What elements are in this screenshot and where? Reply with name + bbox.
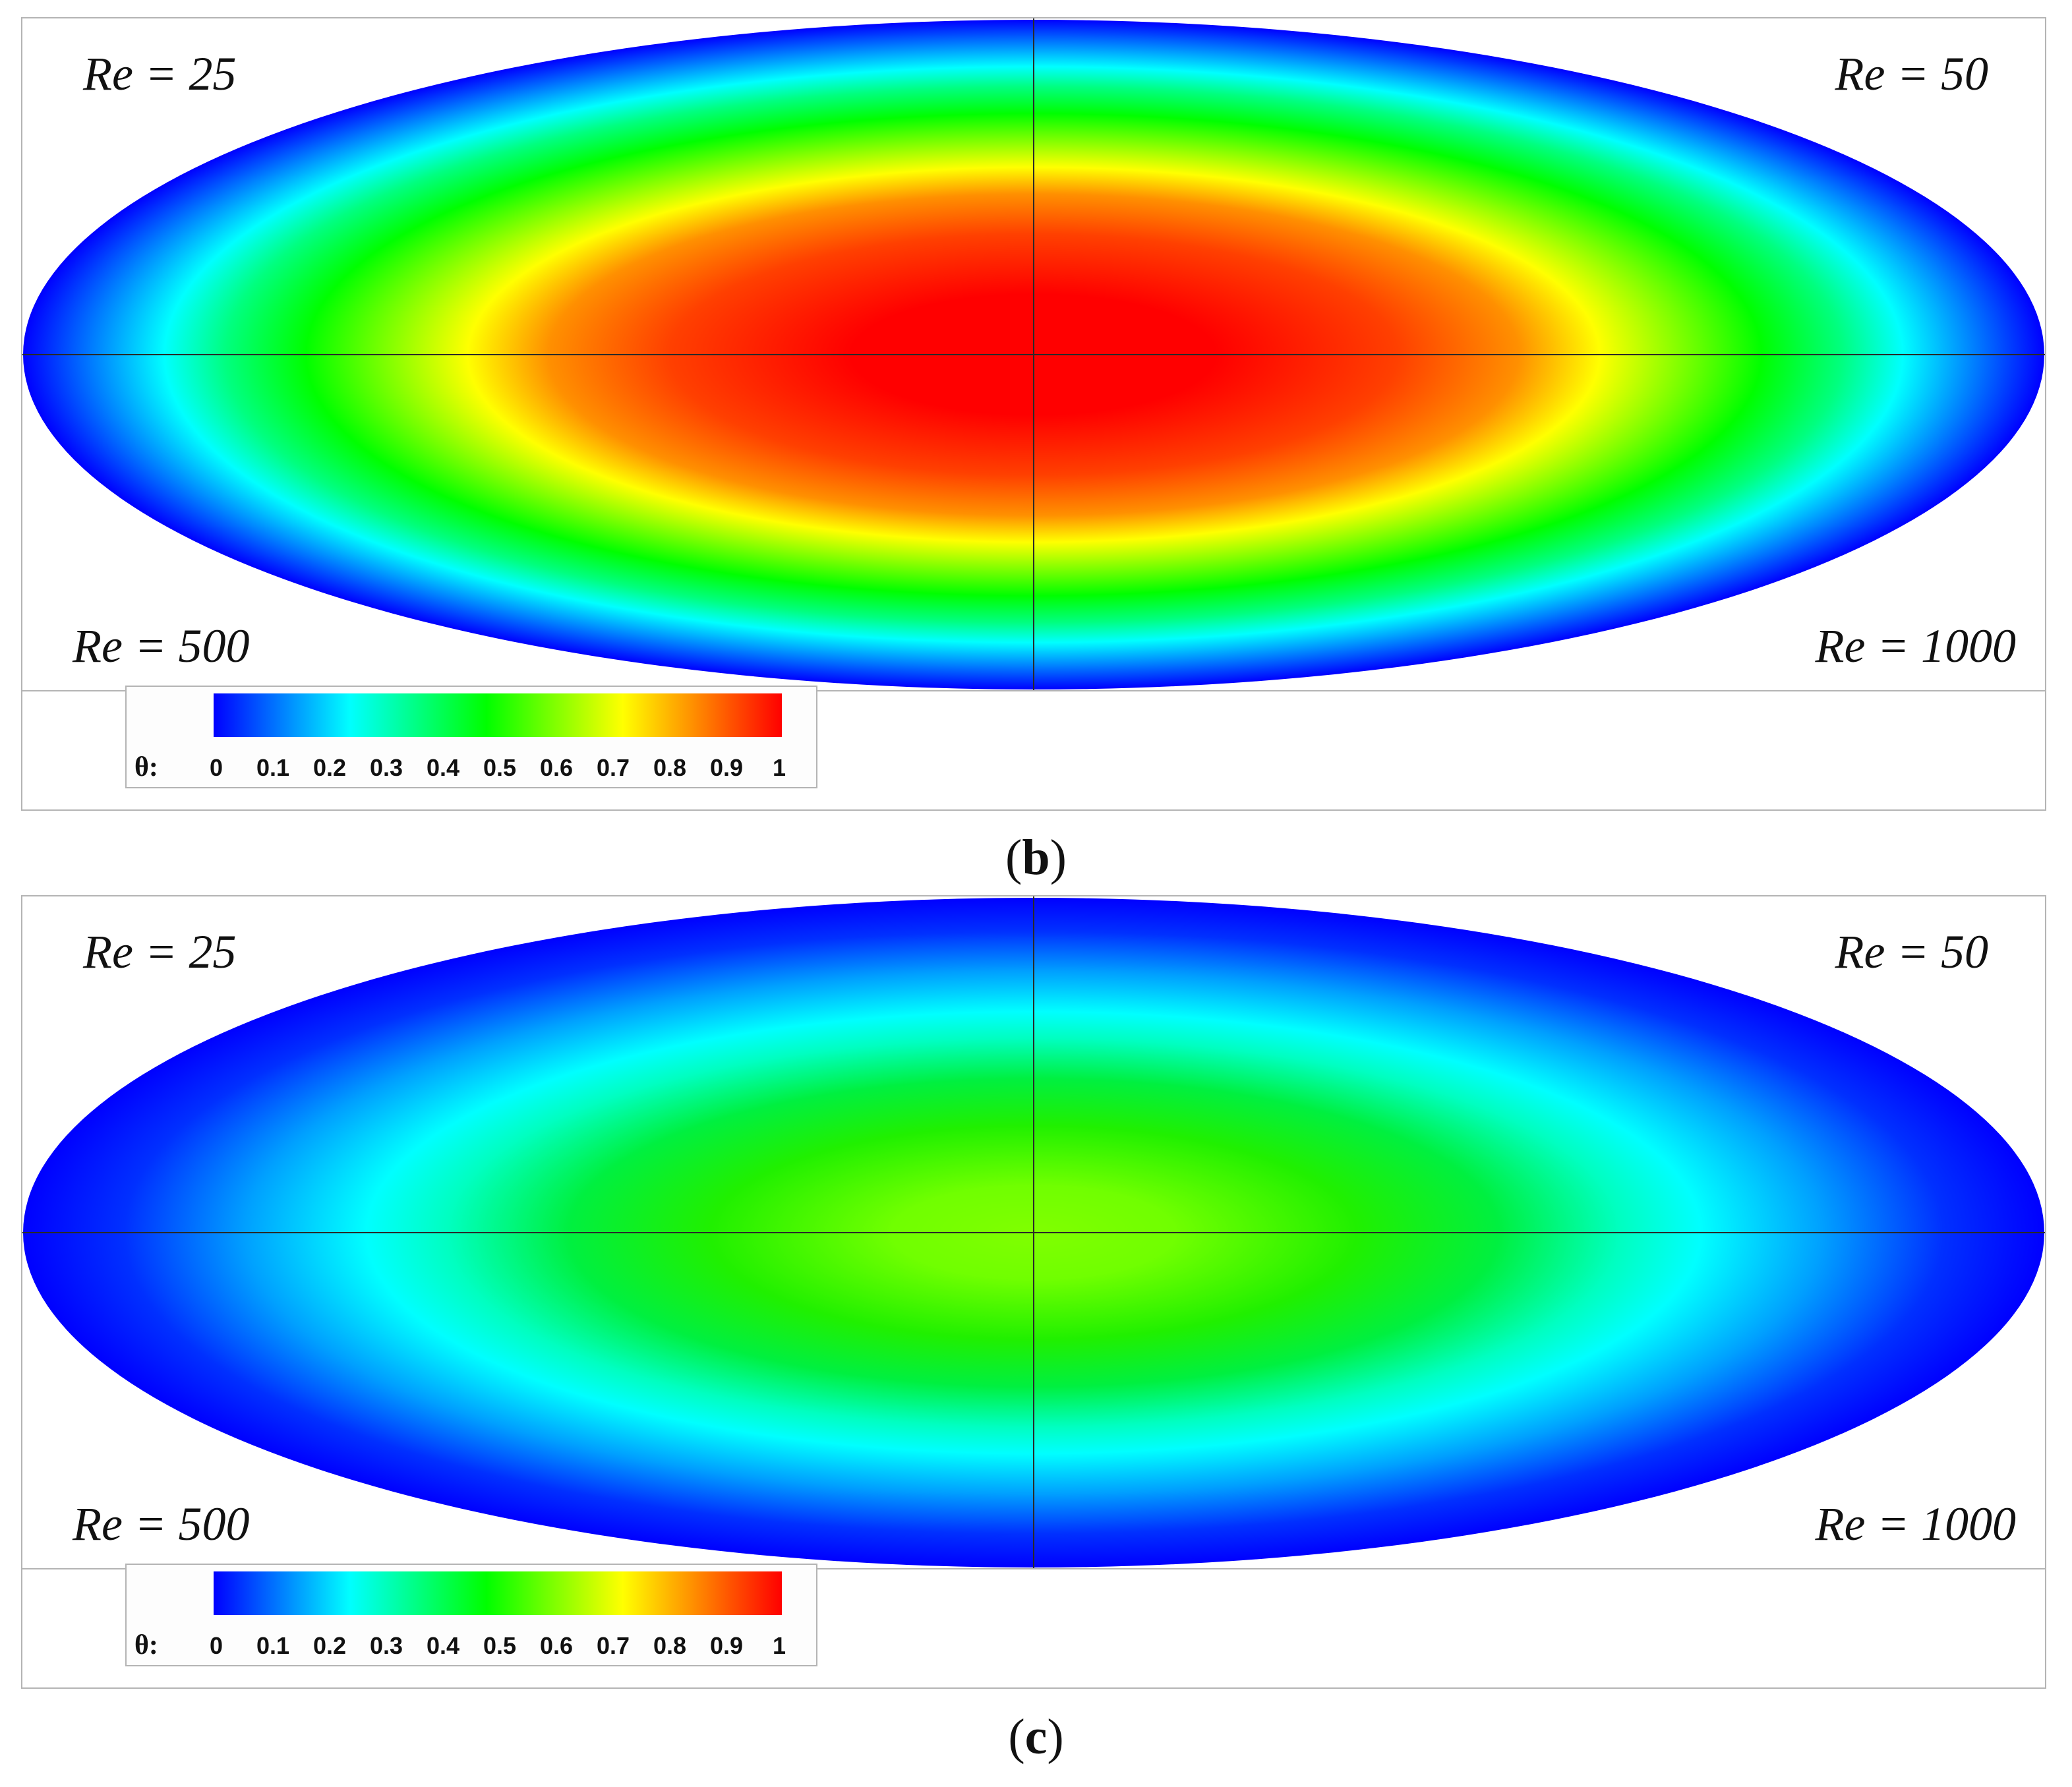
label-re-500: Re = 500 (73, 1498, 250, 1550)
colorbar-tick: 0 (209, 1632, 223, 1659)
colorbar-tick: 0.5 (483, 754, 517, 781)
colorbar-tick: 0.7 (596, 1632, 630, 1659)
label-re-25: Re = 25 (83, 925, 237, 978)
colorbar-tick: 0 (209, 754, 223, 781)
colorbar-tick: 0.2 (312, 1632, 347, 1659)
colorbar-variable: θ: (134, 1630, 158, 1660)
contour-panel-c: Re = 25 Re = 50 Re = 500 Re = 1000 θ: 0 … (21, 895, 2046, 1689)
caption-b: (b) (1005, 830, 1067, 885)
colorbar-tick: 0.4 (426, 754, 460, 781)
label-re-25: Re = 25 (83, 47, 237, 100)
colorbar-tick: 0.3 (369, 1632, 403, 1659)
colorbar-tick: 0.7 (596, 754, 630, 781)
colorbar-tick: 0.4 (426, 1632, 460, 1659)
colorbar-tick: 1 (772, 1632, 786, 1659)
label-re-50: Re = 50 (1835, 925, 1988, 978)
colorbar-tick: 0.3 (369, 754, 403, 781)
label-re-50: Re = 50 (1835, 47, 1988, 100)
colorbar-tick: 0.5 (483, 1632, 517, 1659)
colorbar-tick: 0.8 (653, 1632, 687, 1659)
colorbar-tick: 0.9 (709, 754, 744, 781)
colorbar-tick: 0.2 (312, 754, 347, 781)
colorbar-tick: 0.6 (539, 1632, 574, 1659)
contour-panel-b: Re = 25 Re = 50 Re = 500 Re = 1000 θ: 0 … (21, 17, 2046, 811)
colorbar-variable: θ: (134, 752, 158, 782)
label-re-1000: Re = 1000 (1815, 620, 2016, 672)
colorbar-tick: 0.8 (653, 754, 687, 781)
colorbar-tick: 0.1 (256, 1632, 290, 1659)
colorbar-legend: θ: 0 0.1 0.2 0.3 0.4 0.5 0.6 0.7 0.8 0.9… (125, 1564, 817, 1666)
colorbar (214, 693, 782, 737)
caption-c: (c) (1008, 1709, 1064, 1765)
colorbar-tick: 0.1 (256, 754, 290, 781)
colorbar-tick: 0.6 (539, 754, 574, 781)
label-re-500: Re = 500 (73, 620, 250, 672)
colorbar (214, 1571, 782, 1615)
ellipse-field-b (22, 18, 2045, 691)
colorbar-legend: θ: 0 0.1 0.2 0.3 0.4 0.5 0.6 0.7 0.8 0.9… (125, 686, 817, 788)
label-re-1000: Re = 1000 (1815, 1498, 2016, 1550)
colorbar-tick: 0.9 (709, 1632, 744, 1659)
colorbar-tick: 1 (772, 754, 786, 781)
